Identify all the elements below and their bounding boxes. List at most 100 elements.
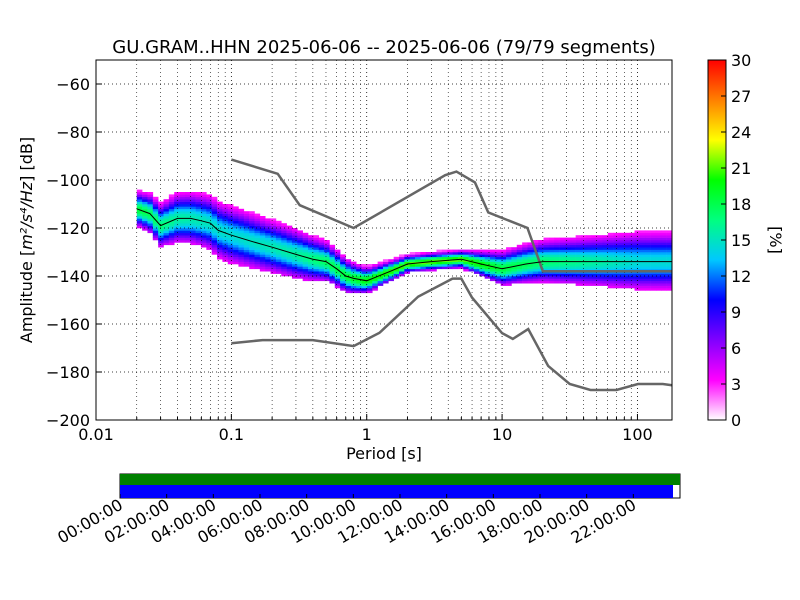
heatmap-cell <box>655 240 662 243</box>
heatmap-cell <box>586 259 593 262</box>
heatmap-cell <box>302 242 309 246</box>
heatmap-cell <box>516 268 523 272</box>
heatmap-cell <box>586 249 593 253</box>
heatmap-cell <box>527 278 534 282</box>
heatmap-cell <box>238 230 245 234</box>
heatmap-cell <box>436 254 443 258</box>
heatmap-cell <box>527 264 534 267</box>
heatmap-cell <box>409 252 416 255</box>
heatmap-cell <box>200 196 207 200</box>
x-axis-label: Period [s] <box>346 444 422 463</box>
heatmap-cell <box>350 268 357 272</box>
heatmap-cell <box>200 204 207 207</box>
heatmap-cell <box>168 201 175 205</box>
heatmap-cell <box>329 261 336 265</box>
heatmap-cell <box>238 237 245 241</box>
heatmap-cell <box>645 273 651 277</box>
heatmap-cell <box>484 273 491 277</box>
heatmap-cell <box>554 276 560 279</box>
heatmap-cell <box>522 266 528 270</box>
heatmap-cell <box>570 276 576 279</box>
heatmap-cell <box>227 220 234 224</box>
heatmap-cell <box>532 254 539 258</box>
heatmap-cell <box>222 225 229 229</box>
heatmap-cell <box>618 232 625 236</box>
y-tick-label: −200 <box>46 411 90 430</box>
heatmap-cell <box>618 256 625 260</box>
heatmap-cell <box>329 278 336 282</box>
heatmap-cell <box>650 285 657 289</box>
heatmap-cell <box>452 266 459 270</box>
heatmap-cell <box>420 268 427 272</box>
heatmap-cell <box>500 268 507 272</box>
heatmap-cell <box>324 259 330 262</box>
heatmap-cell <box>623 276 630 279</box>
heatmap-cell <box>666 271 673 274</box>
heatmap-cell <box>281 252 287 255</box>
heatmap-cell <box>217 211 223 214</box>
heatmap-cell <box>275 259 282 262</box>
heatmap-cell <box>158 240 164 243</box>
heatmap-cell <box>318 242 325 246</box>
heatmap-cell <box>270 220 277 224</box>
heatmap-cell <box>484 254 491 258</box>
heatmap-cell <box>190 240 196 243</box>
heatmap-cell <box>308 242 314 246</box>
heatmap-cell <box>372 273 378 277</box>
heatmap-cell <box>345 285 352 289</box>
heatmap-cell <box>366 264 373 267</box>
heatmap-cell <box>602 259 609 262</box>
heatmap-cell <box>142 213 148 217</box>
heatmap-cell <box>500 283 507 286</box>
heatmap-cell <box>168 240 175 243</box>
heatmap-cell <box>613 244 619 248</box>
heatmap-cell <box>265 252 271 255</box>
colorbar-tick-label: 6 <box>731 339 741 358</box>
heatmap-cell <box>222 228 229 231</box>
colorbar-tick-label: 18 <box>731 195 751 214</box>
heatmap-cell <box>291 232 298 236</box>
heatmap-cell <box>500 252 507 255</box>
heatmap-cell <box>217 201 223 205</box>
heatmap-cell <box>490 276 496 279</box>
heatmap-cell <box>564 249 571 253</box>
heatmap-cell <box>334 254 341 258</box>
y-axis-label-units: m²/s⁴/Hz <box>17 181 36 250</box>
heatmap-cell <box>174 235 180 238</box>
heatmap-cell <box>645 259 651 262</box>
heatmap-cell <box>661 247 667 250</box>
heatmap-cell <box>206 237 212 241</box>
heatmap-cell <box>581 252 587 255</box>
heatmap-cell <box>200 237 207 241</box>
heatmap-cell <box>334 259 341 262</box>
heatmap-cell <box>618 235 625 238</box>
heatmap-cell <box>254 220 261 224</box>
heatmap-cell <box>618 283 625 286</box>
heatmap-cell <box>211 235 218 238</box>
heatmap-cell <box>607 244 614 248</box>
heatmap-cell <box>174 230 180 234</box>
heatmap-cell <box>543 261 550 265</box>
heatmap-cell <box>366 283 373 286</box>
heatmap-cell <box>527 266 534 270</box>
heatmap-cell <box>457 256 464 260</box>
heatmap-cell <box>286 237 293 241</box>
heatmap-cell <box>527 242 534 246</box>
heatmap-cell <box>618 264 625 267</box>
heatmap-cell <box>623 235 630 238</box>
heatmap-cell <box>559 256 566 260</box>
heatmap-cell <box>655 249 662 253</box>
heatmap-cell <box>655 232 662 236</box>
heatmap-cell <box>265 249 271 253</box>
heatmap-cell <box>270 266 277 270</box>
heatmap-cell <box>174 201 180 205</box>
heatmap-cell <box>270 223 277 226</box>
chart-title: GU.GRAM..HHN 2025-06-06 -- 2025-06-06 (7… <box>112 37 655 58</box>
heatmap-cell <box>179 240 186 243</box>
heatmap-cell <box>538 252 544 255</box>
heatmap-cell <box>634 232 641 236</box>
heatmap-cell <box>511 254 518 258</box>
heatmap-cell <box>259 223 266 226</box>
heatmap-cell <box>479 249 485 253</box>
heatmap-cell <box>623 271 630 274</box>
